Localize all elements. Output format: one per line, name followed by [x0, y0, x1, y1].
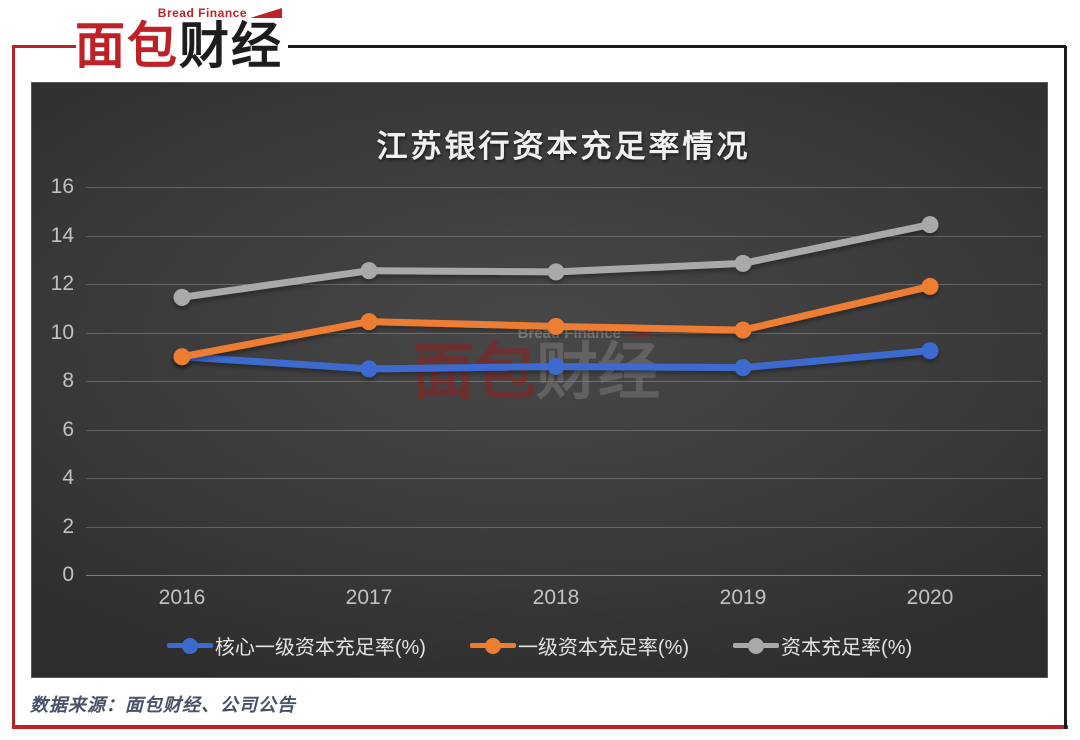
legend-dot-icon: [748, 637, 765, 654]
y-tick-label: 4: [62, 466, 74, 489]
logo-wordmark-black: 财经: [179, 18, 283, 74]
y-tick-label: 2: [62, 514, 74, 538]
x-tick-label: 2018: [532, 586, 580, 609]
legend-dot-icon: [484, 637, 501, 654]
data-point: [547, 317, 565, 335]
y-tick-label: 14: [50, 223, 74, 247]
legend-item: 资本充足率(%): [733, 631, 912, 660]
y-tick-label: 16: [50, 175, 74, 198]
frame-border-top-black: [288, 45, 1066, 48]
legend-marker-icon: [469, 637, 516, 655]
x-tick-label: 2020: [906, 586, 954, 609]
frame-border-left: [12, 45, 15, 729]
data-point: [734, 321, 752, 339]
legend-marker-icon: [733, 637, 780, 655]
logo-top-row: Bread Finance: [75, 6, 282, 20]
gridline: [86, 478, 1041, 479]
bread-finance-logo: Bread Finance 面包财经: [75, 6, 290, 73]
chart-title: 江苏银行资本充足率情况: [376, 129, 751, 164]
data-point: [734, 254, 752, 272]
x-tick-label: 2016: [158, 586, 206, 609]
frame-border-right: [1064, 46, 1067, 729]
gridline: [86, 187, 1041, 188]
data-point: [360, 360, 378, 378]
data-point: [360, 262, 378, 280]
legend-marker-icon: [166, 637, 213, 655]
gridline: [86, 235, 1041, 237]
plot-svg: [173, 216, 939, 378]
series-line: [178, 221, 934, 301]
logo-wordmark-red: 面包: [75, 18, 179, 74]
data-point: [360, 313, 378, 331]
x-tick-label: 2017: [345, 586, 393, 609]
data-point: [547, 263, 565, 281]
data-point: [921, 277, 939, 295]
legend-item: 核心一级资本充足率(%): [166, 631, 426, 660]
series-group: [173, 216, 939, 306]
chart-legend: 核心一级资本充足率(%) 一级资本充足率(%) 资本充足率(%): [32, 631, 1047, 660]
data-point: [173, 348, 191, 366]
data-point: [734, 359, 752, 377]
legend-label: 资本充足率(%): [781, 637, 913, 659]
legend-label: 核心一级资本充足率(%): [214, 637, 426, 659]
gridline: [86, 381, 1041, 382]
legend-label: 一级资本充足率(%): [517, 637, 690, 659]
series-group: [173, 342, 939, 378]
data-source-text: 数据来源：面包财经、公司公告: [30, 695, 296, 715]
gridline: [86, 575, 1041, 576]
data-point: [921, 342, 939, 360]
logo-wordmark: 面包财经: [75, 20, 290, 73]
data-point: [921, 216, 939, 234]
gridline: [86, 332, 1041, 334]
frame-border-top-red: [14, 45, 76, 48]
y-tick-label: 8: [62, 369, 74, 392]
series-group: [173, 277, 939, 366]
gridline: [86, 284, 1041, 285]
gridline: [86, 429, 1041, 431]
y-tick-label: 12: [50, 272, 74, 295]
frame-border-bottom: [12, 725, 1068, 729]
gridline: [86, 526, 1041, 528]
y-tick-label: 6: [62, 417, 74, 441]
data-point: [173, 288, 191, 306]
logo-wedge-icon: [250, 8, 282, 18]
legend-item: 一级资本充足率(%): [469, 631, 690, 660]
y-tick-label: 0: [62, 563, 74, 586]
chart-area: 江苏银行资本充足率情况 Bread Finance 面包财经 核心一级资本充足率…: [31, 82, 1048, 678]
data-point: [547, 357, 565, 375]
legend-dot-icon: [181, 637, 198, 654]
y-tick-label: 10: [50, 320, 74, 344]
x-tick-label: 2019: [719, 586, 767, 609]
logo-brand-english: Bread Finance: [157, 6, 247, 20]
